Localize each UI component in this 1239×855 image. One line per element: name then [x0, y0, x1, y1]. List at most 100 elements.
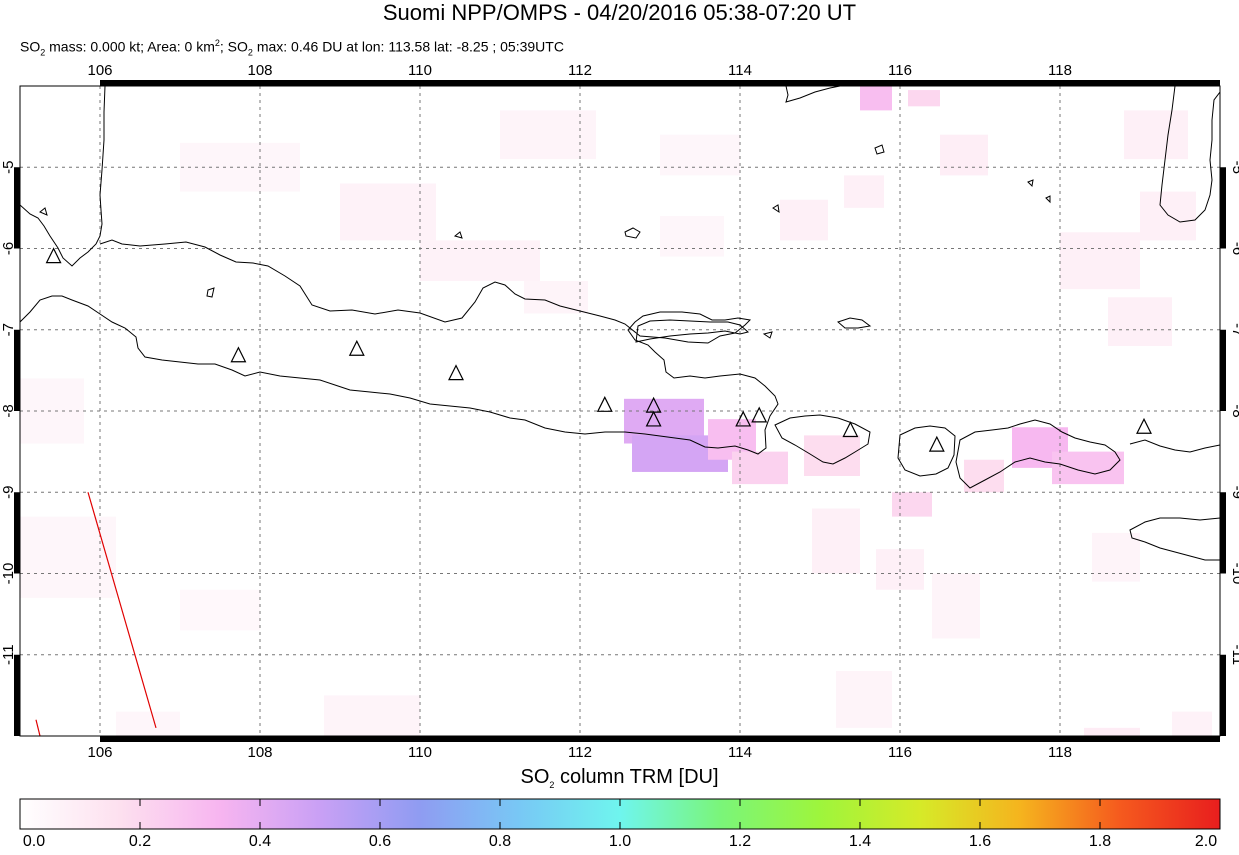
so2-cell — [940, 134, 988, 176]
coastline-karimunjawa — [453, 231, 463, 239]
coastline-island-g — [1045, 195, 1051, 204]
lat-tick-label-left: -8 — [0, 404, 17, 417]
so2-cell — [1092, 532, 1140, 582]
volcano-icon — [735, 410, 752, 427]
so2-cell — [116, 711, 180, 736]
coastline-borneo — [785, 86, 841, 103]
colorbar-title: SO2 column TRM [DU] — [520, 766, 719, 790]
frame-bar-right — [1220, 492, 1226, 574]
volcano-icon — [448, 364, 464, 381]
colorbar-tick-label: 1.4 — [848, 833, 872, 850]
frame-bar-top — [420, 80, 580, 86]
colorbar-tick-label: 1.6 — [968, 833, 992, 850]
volcano-icon — [751, 406, 768, 423]
so2-cell — [1124, 110, 1188, 160]
coastline-madura — [635, 319, 750, 343]
so2-cell — [1172, 711, 1212, 736]
coastline-borneo-east — [1159, 86, 1220, 223]
volcano-markers — [45, 247, 1152, 452]
lon-tick-label-bottom: 108 — [247, 744, 272, 761]
lon-tick-label-bottom: 106 — [87, 744, 112, 761]
lat-tick-label-left: -9 — [0, 486, 17, 499]
so2-cell — [20, 516, 116, 598]
frame-bar-bottom — [260, 736, 420, 742]
colorbar-tick-label: 0.4 — [248, 833, 272, 850]
lat-tick-label-right: -5 — [1229, 161, 1239, 174]
frame-bar-bottom — [1060, 736, 1220, 742]
so2-cell — [812, 508, 860, 574]
so2-cell — [908, 90, 940, 107]
frame-bar-bottom — [740, 736, 900, 742]
coastline-sumbawa — [955, 419, 1121, 489]
colorbar-tick-label: 1.8 — [1088, 833, 1112, 850]
lon-tick-label-top: 108 — [247, 62, 272, 79]
frame-bar-left — [14, 492, 20, 574]
colorbar-tick-label: 0.0 — [22, 833, 46, 850]
frame-tick-bars — [14, 80, 1226, 742]
coastline-island-a — [206, 287, 215, 298]
so2-cell — [860, 86, 892, 111]
lon-tick-label-bottom: 116 — [888, 744, 912, 761]
frame-bar-right — [1220, 654, 1226, 736]
lat-tick-label-left: -10 — [0, 563, 17, 585]
so2-cell — [180, 589, 260, 631]
frame-bar-bottom — [100, 736, 260, 742]
lat-tick-label-left: -6 — [0, 242, 17, 255]
frame-bar-bottom — [420, 736, 580, 742]
coastline-island-b — [39, 207, 48, 216]
so2-cell — [524, 281, 588, 314]
gridlines — [20, 86, 1220, 736]
lat-tick-label-right: -8 — [1229, 404, 1239, 417]
map-title: Suomi NPP/OMPS - 04/20/2016 05:38-07:20 … — [382, 0, 857, 25]
frame-bar-top — [100, 80, 260, 86]
lat-tick-label-right: -7 — [1229, 323, 1239, 336]
colorbar-ticks — [19, 799, 1221, 829]
lat-tick-label-left: -5 — [0, 161, 17, 174]
frame-bar-left — [14, 167, 20, 249]
colorbar-tick-label: 2.0 — [1194, 833, 1218, 850]
so2-cell — [844, 175, 884, 208]
tick-labels: 106 106 108 108 110 110 112 112 114 114 116 116 118 1… — [0, 62, 1239, 761]
volcano-icon — [1136, 417, 1152, 434]
frame-bar-top — [1060, 80, 1220, 86]
lon-tick-label-top: 106 — [87, 62, 112, 79]
frame-bar-left — [14, 654, 20, 736]
coastline-java — [20, 239, 779, 455]
coastline-island-d — [772, 204, 780, 214]
lon-tick-label-top: 110 — [408, 62, 432, 79]
coastlines — [20, 86, 1220, 561]
frame-bar-top — [900, 80, 1060, 86]
orbit-edge-line — [87, 492, 157, 729]
lon-tick-label-bottom: 114 — [728, 744, 752, 761]
volcano-icon — [596, 395, 613, 412]
coastline-lombok — [897, 425, 956, 477]
colorbar-tick-label: 1.0 — [608, 833, 632, 850]
so2-cell — [836, 671, 892, 728]
coastline-sumatra — [20, 86, 106, 267]
lon-tick-label-top: 118 — [1048, 62, 1072, 79]
volcano-icon — [348, 339, 365, 356]
frame-bar-top — [260, 80, 420, 86]
frame-bar-bottom — [580, 736, 740, 742]
volcano-icon — [645, 410, 662, 427]
volcano-icon — [230, 346, 247, 363]
so2-cell — [420, 240, 540, 281]
lon-tick-label-top: 116 — [888, 62, 912, 79]
so2-cell — [732, 451, 788, 485]
lat-tick-label-right: -10 — [1229, 563, 1239, 585]
coastline-kangean — [837, 317, 872, 329]
so2-cell — [892, 492, 932, 517]
so2-cell — [1052, 451, 1124, 485]
volcano-icon — [842, 421, 859, 438]
so2-cell — [660, 216, 724, 257]
colorbar-tick-label: 0.8 — [488, 833, 512, 850]
lon-tick-label-top: 112 — [568, 62, 592, 79]
colorbar-tick-label: 0.2 — [128, 833, 152, 850]
coastline-island-f — [1027, 179, 1034, 188]
map-subtitle: SO2 mass: 0.000 kt; Area: 0 km2; SO2 max… — [20, 38, 564, 58]
frame-bar-right — [1220, 329, 1226, 411]
so2-cell — [324, 695, 420, 736]
so2-cell — [500, 110, 596, 160]
frame-bar-bottom — [900, 736, 1060, 742]
